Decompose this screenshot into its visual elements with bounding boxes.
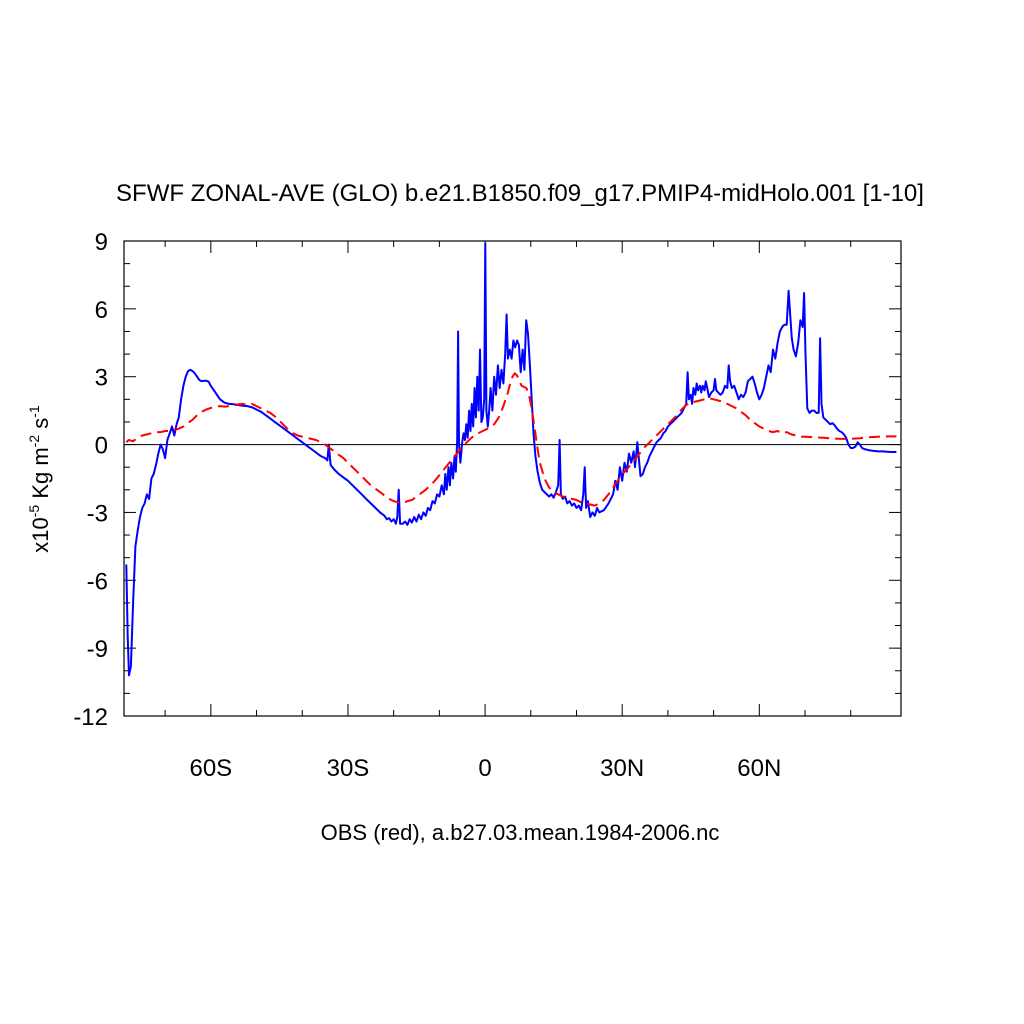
y-tick-label: 6 [95, 297, 108, 324]
y-axis-title-exponent: -5 [26, 505, 42, 518]
y-axis-title-unit-s: s [28, 418, 53, 435]
x-tick-label: 60S [189, 755, 232, 782]
x-tick-label: 30S [327, 755, 370, 782]
series-obs-line [125, 372, 897, 507]
y-tick-label: 9 [95, 229, 108, 256]
y-tick-label: -3 [87, 500, 108, 527]
x-tick-label: 0 [478, 755, 491, 782]
y-tick-label: -12 [73, 704, 108, 731]
chart-caption: OBS (red), a.b27.03.mean.1984-2006.nc [321, 820, 720, 845]
y-tick-label: -9 [87, 636, 108, 663]
y-axis-title-m-exponent: -2 [26, 435, 42, 448]
ticks: 9 6 3 0 -3 -6 -9 -12 60S 30S 0 30N 60N [73, 229, 901, 782]
y-axis-title: x10-5 Kg m-2 s-1 [26, 405, 53, 553]
series-model-line [125, 242, 897, 677]
plot-area: 9 6 3 0 -3 -6 -9 -12 60S 30S 0 30N 60N [73, 229, 902, 782]
x-tick-label: 30N [600, 755, 644, 782]
y-tick-label: 0 [95, 433, 108, 460]
x-tick-label: 60N [737, 755, 781, 782]
series [125, 242, 897, 677]
y-tick-label: 3 [95, 365, 108, 392]
y-axis-title-unit-kg-m: Kg m [28, 447, 53, 504]
chart-title: SFWF ZONAL-AVE (GLO) b.e21.B1850.f09_g17… [116, 180, 924, 207]
y-axis-title-s-exponent: -1 [26, 405, 42, 418]
plot-frame [123, 240, 902, 717]
y-axis-title-prefix: x10 [28, 517, 53, 552]
y-tick-label: -6 [87, 568, 108, 595]
